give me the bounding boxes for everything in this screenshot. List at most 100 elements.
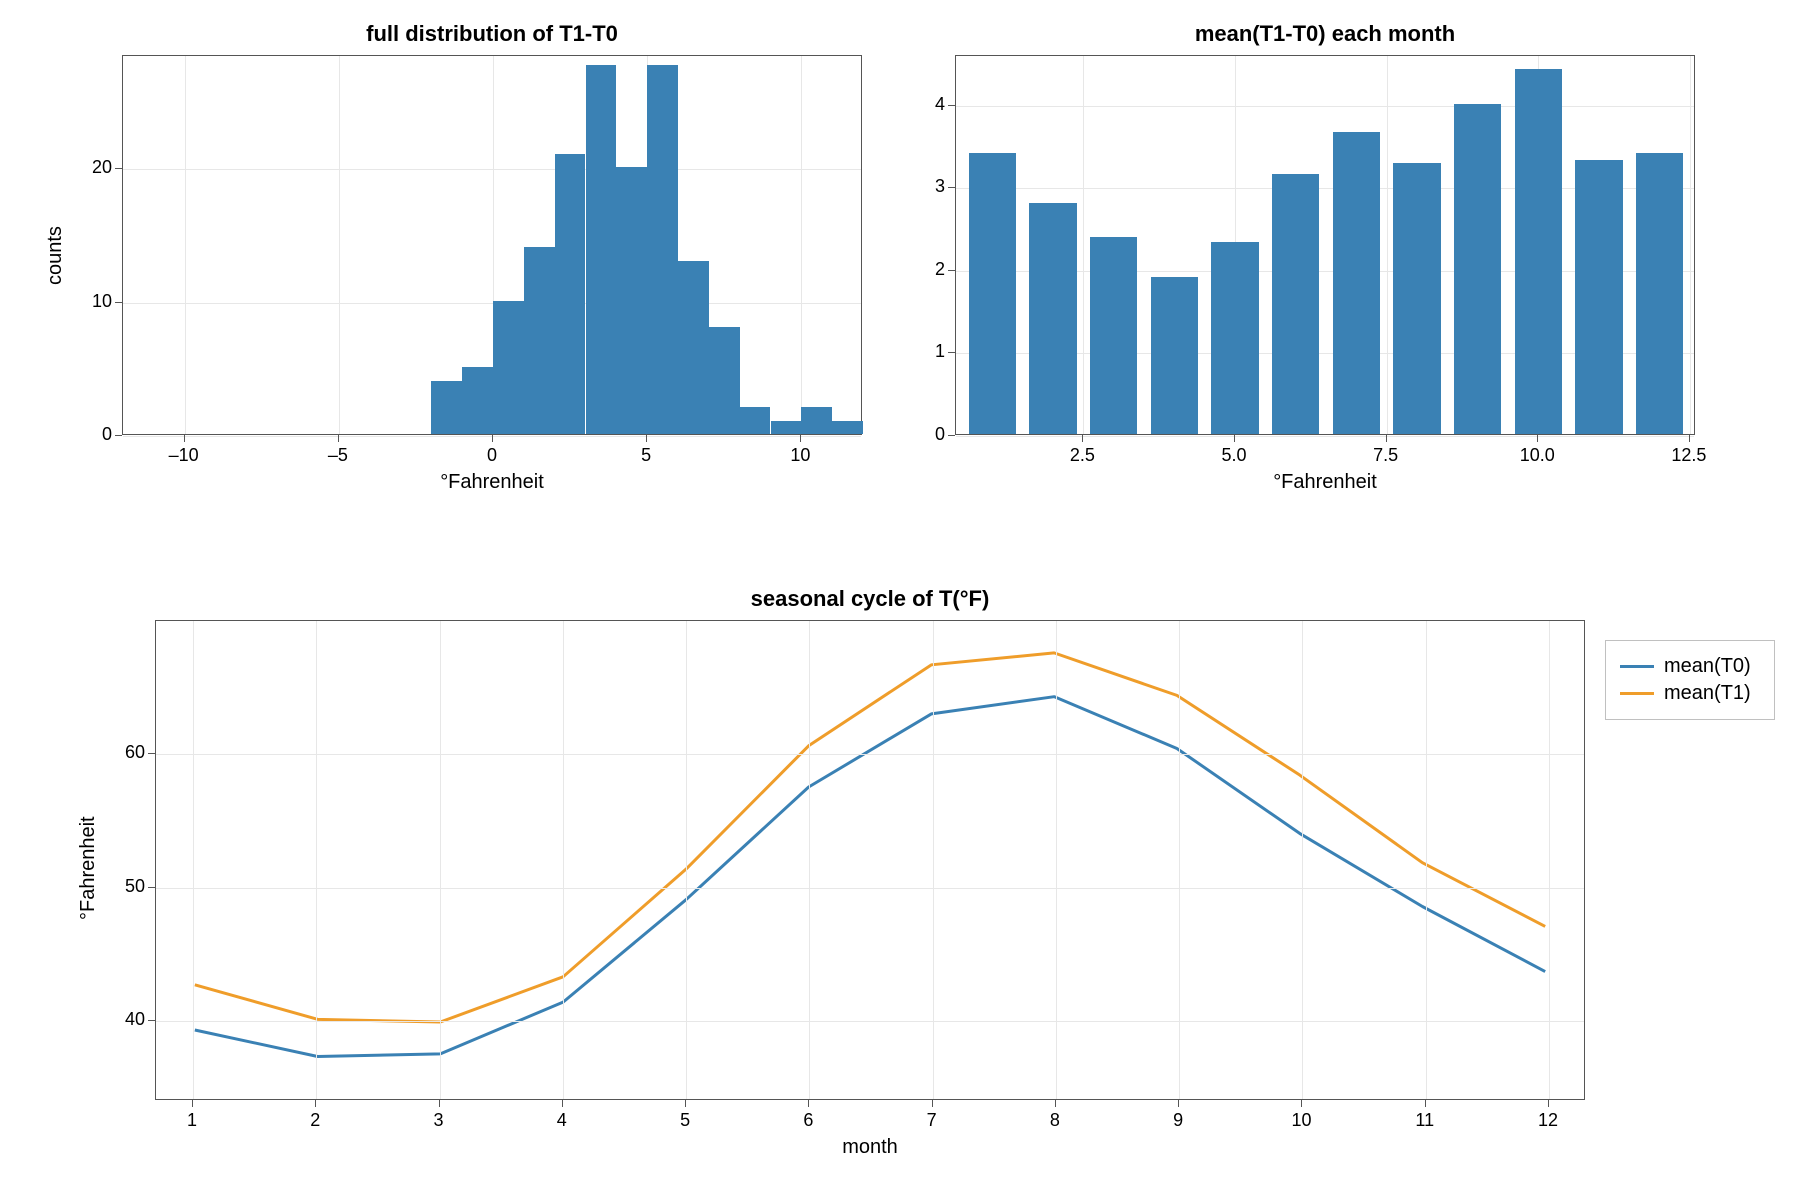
month-bar <box>1090 237 1137 434</box>
xtick-label: 5 <box>606 445 686 466</box>
gridline-v <box>1083 56 1084 434</box>
xtick <box>315 1100 316 1107</box>
month-bar <box>1454 104 1501 434</box>
ytick-label: 1 <box>895 341 945 362</box>
hist-bar <box>678 261 709 434</box>
ytick-label: 60 <box>95 742 145 763</box>
xtick <box>1234 435 1235 442</box>
series-line-0 <box>195 697 1545 1057</box>
panel-c-linechart <box>155 620 1585 1100</box>
legend-row-t0: mean(T0) <box>1620 655 1760 678</box>
ytick <box>148 753 155 754</box>
gridline-v <box>686 621 687 1099</box>
ytick <box>948 435 955 436</box>
xtick-label: 12 <box>1508 1110 1588 1131</box>
gridline-v <box>1179 621 1180 1099</box>
panel-c-xlabel: month <box>155 1136 1585 1159</box>
ytick <box>948 270 955 271</box>
xtick-label: 2.5 <box>1042 445 1122 466</box>
ytick <box>115 435 122 436</box>
series-line-1 <box>195 653 1545 1022</box>
xtick <box>439 1100 440 1107</box>
legend-row-t1: mean(T1) <box>1620 682 1760 705</box>
panel-b-title: mean(T1-T0) each month <box>955 21 1695 47</box>
xtick-label: 10.0 <box>1497 445 1577 466</box>
xtick-label: 8 <box>1015 1110 1095 1131</box>
gridline-v <box>339 56 340 434</box>
month-bar <box>1029 203 1076 434</box>
ytick <box>148 887 155 888</box>
xtick <box>338 435 339 442</box>
month-bar <box>1272 174 1319 434</box>
hist-bar <box>832 421 863 434</box>
gridline-v <box>193 621 194 1099</box>
ytick-label: 40 <box>95 1009 145 1030</box>
xtick <box>492 435 493 442</box>
ytick-label: 2 <box>895 259 945 280</box>
month-bar <box>1575 160 1622 434</box>
gridline-h <box>956 436 1694 437</box>
xtick <box>808 1100 809 1107</box>
xtick <box>1301 1100 1302 1107</box>
xtick-label: 12.5 <box>1649 445 1729 466</box>
xtick-label: 10 <box>1261 1110 1341 1131</box>
ytick-label: 10 <box>62 291 112 312</box>
xtick <box>1386 435 1387 442</box>
xtick-label: 10 <box>760 445 840 466</box>
xtick-label: 6 <box>768 1110 848 1131</box>
xtick-label: –10 <box>144 445 224 466</box>
month-bar <box>1393 163 1440 434</box>
ytick-label: 0 <box>62 424 112 445</box>
xtick <box>1537 435 1538 442</box>
xtick <box>646 435 647 442</box>
ytick <box>948 105 955 106</box>
gridline-h <box>123 169 861 170</box>
panel-a-title: full distribution of T1-T0 <box>122 21 862 47</box>
legend-swatch-t0 <box>1620 665 1654 668</box>
gridline-v <box>1056 621 1057 1099</box>
gridline-v <box>1387 56 1388 434</box>
hist-bar <box>462 367 493 434</box>
hist-bar <box>771 421 802 434</box>
xtick <box>800 435 801 442</box>
ytick <box>115 302 122 303</box>
hist-bar <box>801 407 832 434</box>
xtick <box>184 435 185 442</box>
hist-bar <box>555 154 586 434</box>
panel-a-ylabel: counts <box>44 226 67 285</box>
xtick <box>192 1100 193 1107</box>
panel-b-barchart <box>955 55 1695 435</box>
ytick-label: 20 <box>62 157 112 178</box>
gridline-v <box>440 621 441 1099</box>
hist-bar <box>740 407 771 434</box>
hist-bar <box>431 381 462 434</box>
month-bar <box>1211 242 1258 434</box>
gridline-v <box>1549 621 1550 1099</box>
panel-c-legend: mean(T0) mean(T1) <box>1605 640 1775 720</box>
panel-c-lines-svg <box>156 621 1584 1099</box>
month-bar <box>1515 69 1562 434</box>
xtick <box>932 1100 933 1107</box>
xtick <box>1689 435 1690 442</box>
gridline-v <box>316 621 317 1099</box>
gridline-h <box>956 106 1694 107</box>
gridline-v <box>801 56 802 434</box>
gridline-h <box>123 303 861 304</box>
hist-bar <box>493 301 524 434</box>
hist-bar <box>709 327 740 434</box>
xtick <box>1082 435 1083 442</box>
ytick <box>948 352 955 353</box>
panel-c-ylabel: °Fahrenheit <box>77 816 100 920</box>
gridline-v <box>1426 621 1427 1099</box>
ytick-label: 0 <box>895 424 945 445</box>
panel-a-xlabel: °Fahrenheit <box>122 471 862 494</box>
xtick-label: 9 <box>1138 1110 1218 1131</box>
gridline-h <box>156 888 1584 889</box>
legend-label-t1: mean(T1) <box>1664 682 1751 705</box>
ytick <box>948 187 955 188</box>
xtick <box>1178 1100 1179 1107</box>
ytick-label: 4 <box>895 94 945 115</box>
gridline-v <box>1302 621 1303 1099</box>
xtick-label: 1 <box>152 1110 232 1131</box>
panel-c-title: seasonal cycle of T(°F) <box>155 586 1585 612</box>
